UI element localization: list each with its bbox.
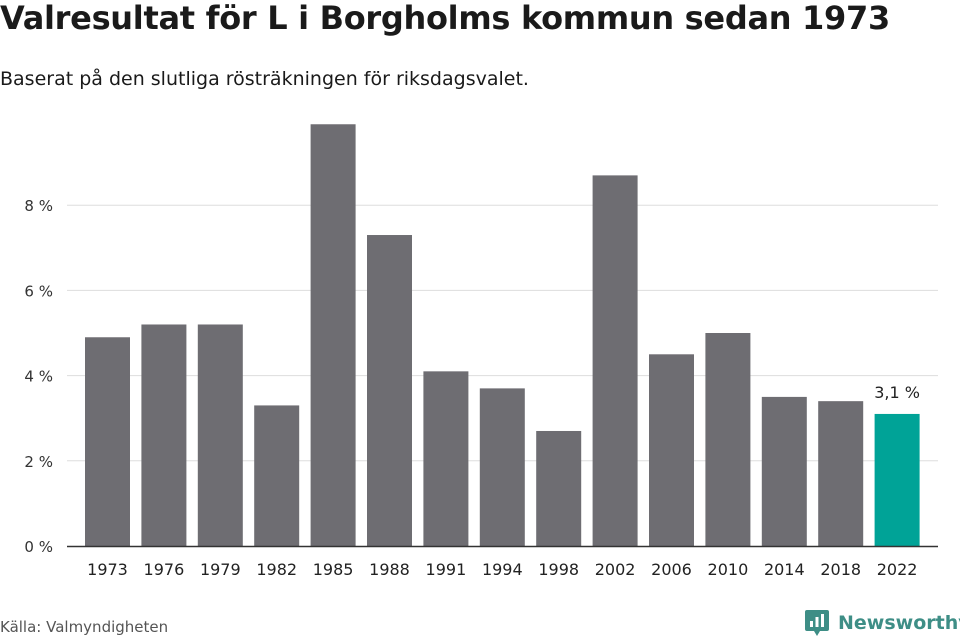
bar [254,405,300,546]
brand-logo: Newsworthy [804,608,960,638]
bar [197,324,243,546]
data-label: 3,1 % [874,383,920,402]
bar-highlight [874,413,920,546]
bar [310,124,356,546]
x-tick-label: 1988 [369,560,410,579]
bar [85,337,130,546]
x-tick-label: 1998 [538,560,579,579]
y-tick-label: 0 % [24,538,53,556]
newsworthy-logo-icon [805,610,829,636]
bar [141,324,187,546]
bar [649,354,694,546]
x-tick-label: 1991 [426,560,467,579]
bar [761,396,807,546]
x-tick-label: 2010 [708,560,749,579]
bar [705,333,751,546]
brand-name: Newsworthy [838,612,960,634]
x-tick-label: 1973 [87,560,128,579]
x-tick-label: 1994 [482,560,523,579]
x-tick-label: 1982 [256,560,297,579]
bar [479,388,525,546]
bar [536,430,582,546]
x-axis-ticks: 1973 1976 1979 1982 1985 1988 1991 1994 1998 2002… [87,560,917,579]
x-tick-label: 2018 [820,560,861,579]
bar [592,175,638,546]
chart-subtitle: Baserat på den slutliga rösträkningen fö… [0,68,529,90]
source-note: Källa: Valmyndigheten [0,618,169,636]
bar [818,401,864,546]
x-tick-label: 1979 [200,560,241,579]
y-tick-label: 4 % [24,368,53,386]
x-tick-label: 2006 [651,560,692,579]
chart-title: Valresultat för L i Borgholms kommun sed… [0,0,890,37]
y-tick-label: 8 % [24,197,53,215]
x-tick-label: 2002 [595,560,636,579]
bar [423,371,469,546]
bars [85,124,920,546]
y-tick-label: 2 % [24,453,53,471]
x-tick-label: 2022 [877,560,918,579]
x-tick-label: 1976 [144,560,185,579]
x-tick-label: 2014 [764,560,805,579]
y-axis-ticks: 0 % 2 % 4 % 6 % 8 % [24,197,53,556]
data-labels: 3,1 % [874,383,920,402]
x-tick-label: 1985 [313,560,354,579]
y-tick-label: 6 % [24,282,53,300]
bar [367,235,412,546]
